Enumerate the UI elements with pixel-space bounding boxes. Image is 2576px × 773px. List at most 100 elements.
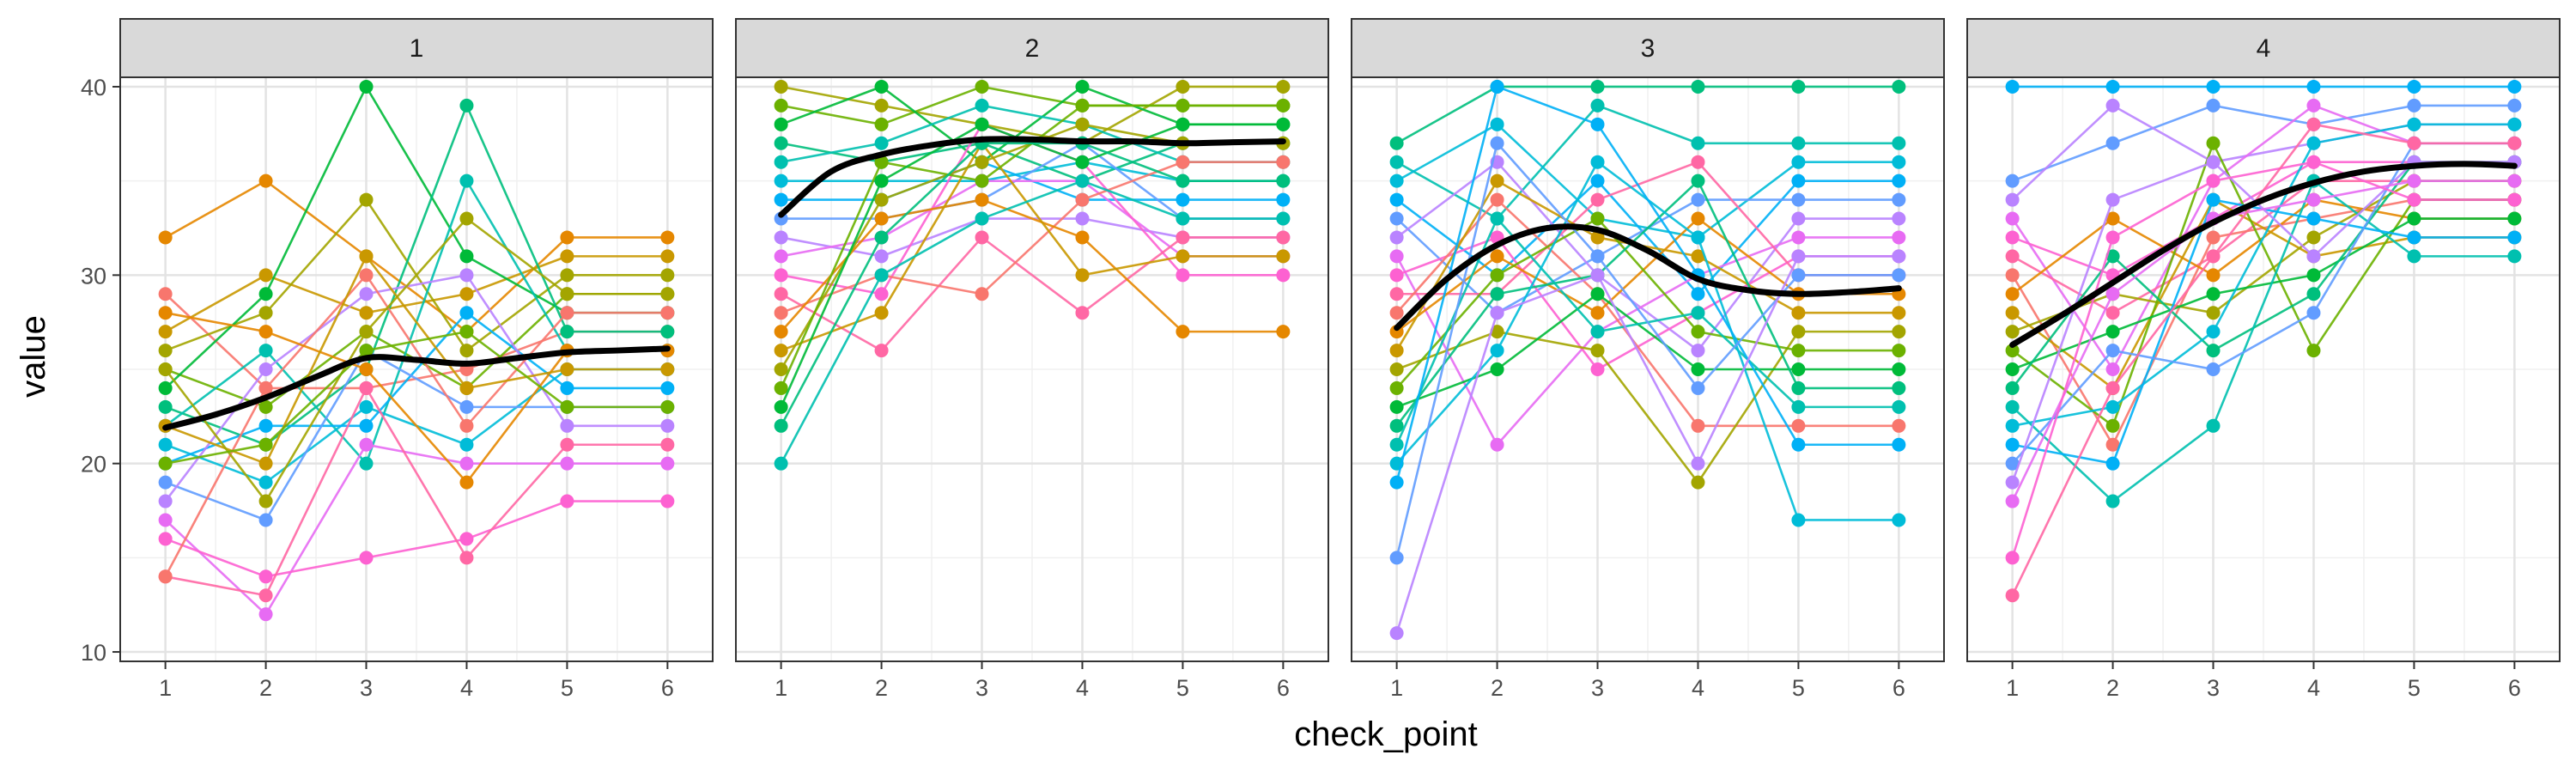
data-point [459, 551, 474, 565]
data-point [1791, 437, 1806, 452]
data-point [1691, 362, 1705, 376]
data-point [1276, 117, 1291, 131]
facet-strip-label: 2 [1025, 34, 1040, 63]
data-point [359, 437, 374, 452]
data-point [2105, 325, 2120, 339]
data-point [2507, 173, 2522, 188]
data-point [1389, 380, 1404, 395]
data-point [1389, 306, 1404, 320]
data-point [560, 325, 574, 339]
series-line [780, 198, 1284, 333]
data-point [1075, 173, 1090, 188]
data-point [660, 287, 675, 301]
data-point [2206, 98, 2221, 113]
data-point [1691, 249, 1705, 264]
data-point [1075, 192, 1090, 207]
panel-border [1351, 76, 1945, 662]
data-point [2306, 155, 2321, 169]
data-point [2306, 230, 2321, 245]
data-point [774, 344, 788, 358]
data-point [2507, 136, 2522, 150]
data-point [1892, 437, 1906, 452]
x-tick-label: 1 [2006, 675, 2019, 701]
series-line [165, 102, 668, 447]
data-point [1590, 268, 1605, 283]
data-point [1791, 513, 1806, 527]
data-point [2407, 79, 2421, 94]
series-line [2011, 179, 2515, 503]
data-point [1176, 155, 1190, 169]
data-point [560, 399, 574, 414]
data-point [158, 494, 173, 508]
facet-strip [1966, 18, 2561, 78]
data-point [359, 287, 374, 301]
data-point [1892, 362, 1906, 376]
data-point [2306, 192, 2321, 207]
data-point [258, 287, 273, 301]
data-point [1892, 306, 1906, 320]
data-point [1590, 287, 1605, 301]
data-point [2507, 249, 2522, 264]
data-point [2005, 79, 2020, 94]
data-point [660, 230, 675, 245]
data-point [158, 306, 173, 320]
panel-border [1966, 76, 2561, 662]
data-point [459, 456, 474, 471]
data-point [359, 268, 374, 283]
data-point [359, 344, 374, 358]
data-point [1590, 117, 1605, 131]
data-point [2507, 211, 2522, 226]
facet-panel-2: 2 1 2 3 4 5 6 [735, 18, 1329, 701]
series-line [2011, 180, 2515, 502]
data-point [1590, 249, 1605, 264]
series-group [158, 79, 675, 622]
data-point [2206, 325, 2221, 339]
data-point [459, 98, 474, 113]
data-point [2507, 79, 2522, 94]
data-point [2206, 136, 2221, 150]
data-point [874, 79, 889, 94]
data-point [2407, 117, 2421, 131]
data-point [774, 136, 788, 150]
series-line [1395, 236, 1899, 447]
data-point [560, 456, 574, 471]
data-point [1389, 211, 1404, 226]
data-point [660, 249, 675, 264]
data-point [1490, 249, 1504, 264]
data-point [459, 475, 474, 490]
data-point [1590, 211, 1605, 226]
series-line [1395, 216, 1899, 389]
data-point [1176, 249, 1190, 264]
data-point [2105, 287, 2120, 301]
data-point [1892, 173, 1906, 188]
data-point [1590, 362, 1605, 376]
data-point [660, 380, 675, 395]
data-point [1176, 230, 1190, 245]
data-point [2105, 98, 2120, 113]
series-line [165, 500, 668, 578]
data-point [258, 362, 273, 376]
data-point [874, 98, 889, 113]
data-point [1791, 325, 1806, 339]
data-point [2105, 380, 2120, 395]
series-line [781, 85, 1284, 145]
data-point [1389, 626, 1404, 641]
data-point [874, 136, 889, 150]
data-point [2105, 192, 2120, 207]
data-point [1791, 211, 1806, 226]
data-point [359, 456, 374, 471]
data-point [774, 230, 788, 245]
data-point [2306, 268, 2321, 283]
data-point [1892, 192, 1906, 207]
data-point [1892, 211, 1906, 226]
data-point [359, 306, 374, 320]
data-point [1791, 192, 1806, 207]
data-point [660, 325, 675, 339]
data-point [1791, 306, 1806, 320]
data-point [2306, 287, 2321, 301]
x-tick-label: 2 [875, 675, 888, 701]
data-point [1892, 155, 1906, 169]
data-point [2005, 287, 2020, 301]
data-point [774, 306, 788, 320]
y-tick-label: 10 [81, 640, 106, 666]
